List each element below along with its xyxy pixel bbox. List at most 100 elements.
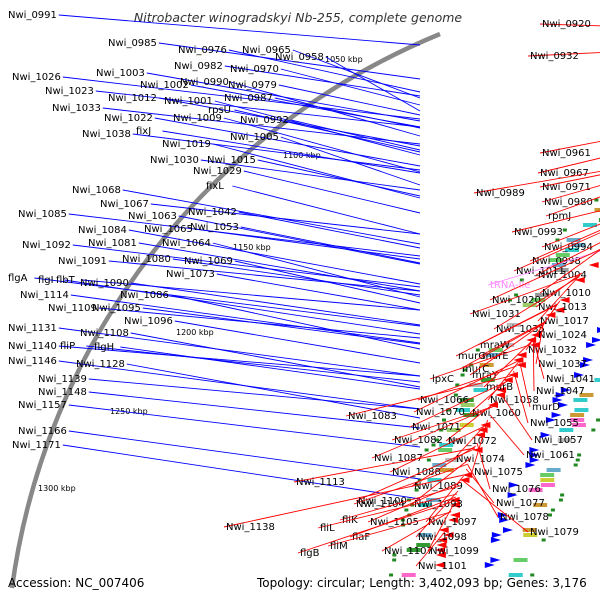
gene-label-reverse: Nwi_1105: [370, 517, 419, 528]
forward-label-leader: [58, 327, 421, 377]
reverse-label-leader: [487, 250, 600, 286]
gene-label-forward: Nwi_1146: [8, 356, 57, 367]
gene-label-reverse: Nwi_1083: [348, 411, 397, 422]
forward-label-leader: [158, 42, 421, 80]
cog-category-bar: [473, 388, 488, 392]
gene-label-forward: fliP: [60, 341, 75, 352]
forward-label-leader: [178, 215, 421, 265]
cog-category-bar: [447, 438, 462, 442]
forward-gene-arrow: [490, 557, 501, 563]
gene-label-reverse: fliL: [320, 523, 335, 534]
cog-category-bar: [439, 468, 454, 472]
reverse-gene-arrow: [435, 552, 446, 558]
cog-category-bar: [456, 408, 471, 412]
forward-label-leader: [216, 273, 421, 311]
gene-label-reverse: Nwi_1037: [538, 359, 587, 370]
gene-label-reverse: Nwi_1071: [412, 422, 461, 433]
gene-label-reverse: murG: [458, 351, 486, 362]
forward-label-leader: [34, 277, 421, 327]
reverse-strand-labels: Nwi_0920 Nwi_0932 Nwi_0961 Nwi_0967 Nwi_0971…: [223, 19, 600, 572]
reverse-label-leader: [469, 273, 582, 315]
reverse-gene-arrow: [449, 497, 460, 503]
forward-label-leader: [214, 100, 421, 156]
gc-marker: [434, 438, 439, 442]
gene-label-forward: rpsU: [208, 105, 231, 116]
reverse-label-leader: [511, 210, 600, 233]
gene-label-forward: flgH: [94, 342, 114, 353]
reverse-label-leader: [539, 140, 600, 154]
forward-gene-arrow: [491, 532, 502, 538]
gene-label-forward: Nwi_1063: [128, 211, 177, 222]
cog-category-bar: [579, 393, 594, 397]
kbp-tick-label: 1200 kbp: [176, 328, 214, 337]
forward-label-leader: [232, 185, 421, 235]
forward-label-leader: [150, 203, 421, 235]
reverse-gene-arrow: [449, 512, 460, 518]
kbp-tick-label: 1250 kbp: [110, 407, 148, 416]
cog-category-bar: [417, 533, 432, 537]
cog-category-bar: [528, 488, 543, 492]
forward-strand-labels: Nwi_0991 Nwi_0985 Nwi_0976 Nwi_0965Nwi_0958…: [8, 10, 421, 500]
reverse-label-leader: [467, 464, 499, 518]
gene-label-reverse: Nwi_1077: [496, 498, 545, 509]
gene-label-forward: Nwi_1171: [12, 440, 61, 451]
reverse-gene-arrow: [436, 542, 447, 548]
cog-category-bar: [446, 428, 461, 432]
reverse-label-leader: [355, 448, 475, 502]
gene-label-forward: Nwi_0976: [178, 45, 227, 56]
reverse-label-leader: [535, 323, 544, 365]
reverse-label-leader: [541, 185, 600, 203]
gene-label-reverse: Nwi_0961: [542, 148, 591, 159]
cog-category-bar: [551, 263, 566, 267]
forward-gene-arrow: [558, 402, 569, 408]
forward-label-leader: [82, 279, 421, 311]
reverse-label-leader: [469, 322, 545, 376]
genome-backbone: [9, 31, 441, 589]
reverse-label-leader: [537, 274, 581, 322]
gene-label-forward: flgI: [38, 275, 54, 286]
forward-label-leader: [212, 242, 421, 298]
reverse-label-leader: [471, 419, 489, 473]
gene-label-forward: Nwi_0982: [174, 61, 223, 72]
forward-gene-arrow: [502, 527, 513, 533]
gene-label-reverse: murD: [532, 402, 560, 413]
gene-label-reverse: Nwi_1079: [530, 527, 579, 538]
gc-marker: [558, 498, 563, 502]
reverse-label-leader: [532, 338, 535, 392]
reverse-gene-arrow: [488, 402, 499, 408]
gene-label-forward: Nwi_1038: [82, 129, 131, 140]
gc-marker: [400, 518, 405, 522]
gc-marker: [514, 293, 519, 297]
reverse-label-leader: [353, 463, 469, 505]
gene-label-forward: Nwi_1023: [45, 86, 94, 97]
cog-category-bar: [445, 458, 460, 462]
reverse-label-leader: [391, 405, 495, 441]
cog-category-bar: [594, 378, 600, 382]
cog-category-bar: [522, 528, 537, 532]
forward-label-leader: [174, 320, 421, 364]
cog-category-bar: [531, 298, 546, 302]
cog-category-bar: [535, 293, 550, 297]
gene-label-reverse: Nwi_1011: [516, 266, 565, 277]
reverse-label-leader: [415, 490, 459, 538]
forward-gene-arrow: [525, 462, 536, 468]
forward-label-leader: [120, 346, 421, 390]
gene-label-forward: Nwi_1069: [184, 256, 233, 267]
reverse-label-leader: [513, 370, 529, 424]
gene-label-forward: Nwi_1090: [80, 278, 129, 289]
gene-label-forward: Nwi_1131: [8, 323, 57, 334]
gc-marker: [475, 348, 480, 352]
forward-label-leader: [194, 228, 421, 260]
reverse-label-leader: [529, 229, 600, 262]
forward-label-leader: [64, 279, 421, 335]
gc-marker: [550, 508, 555, 512]
forward-label-leader: [88, 391, 421, 429]
kbp-tick-label: 1150 kbp: [233, 243, 271, 252]
cog-category-bar: [549, 258, 564, 262]
forward-label-leader: [212, 143, 421, 199]
gene-label-forward: Nwi_1084: [78, 225, 127, 236]
reverse-gene-arrow: [496, 387, 507, 393]
forward-gene-arrow: [484, 562, 495, 568]
gene-label-forward: Nwi_1053: [190, 222, 239, 233]
